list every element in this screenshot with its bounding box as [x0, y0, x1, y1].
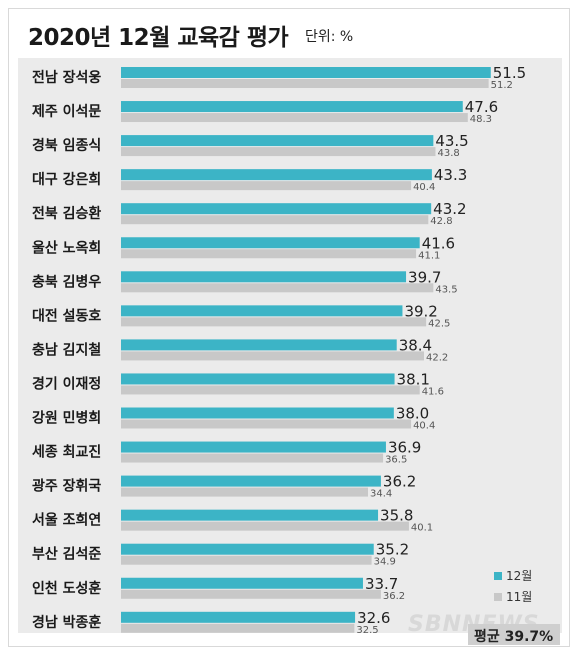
value-label-dec: 35.8 [380, 507, 413, 525]
value-label-nov: 48.3 [470, 114, 492, 125]
bar-nov [121, 79, 489, 88]
category-label: 울산 노옥희 [32, 239, 101, 256]
value-label-dec: 41.6 [422, 234, 455, 252]
value-label-nov: 41.1 [418, 250, 440, 261]
average-box [468, 624, 560, 645]
bar-dec [121, 339, 397, 351]
bar-nov [121, 317, 427, 327]
category-label: 강원 민병희 [32, 410, 101, 427]
bar-dec [121, 101, 463, 113]
bar-nov [121, 555, 372, 565]
value-label-dec: 38.1 [397, 370, 430, 388]
average-label: 평균 39.7% [474, 629, 554, 645]
bar-dec [121, 441, 386, 453]
value-label-nov: 41.6 [422, 386, 444, 397]
legend-swatch-dec [494, 572, 502, 580]
value-label-nov: 34.9 [374, 557, 396, 568]
value-label-nov: 40.1 [411, 523, 433, 534]
category-label: 제주 이석문 [32, 103, 101, 120]
value-label-dec: 38.4 [399, 336, 432, 354]
value-label-nov: 40.4 [413, 182, 435, 193]
value-label-dec: 47.6 [465, 98, 498, 116]
category-label: 부산 김석준 [32, 546, 101, 563]
value-label-dec: 35.2 [376, 541, 409, 559]
bar-dec [121, 611, 356, 623]
value-label-dec: 36.2 [383, 473, 416, 491]
category-label: 서울 조희연 [32, 512, 101, 529]
bar-dec [121, 271, 407, 283]
value-label-dec: 38.0 [396, 405, 429, 423]
category-label: 충북 김병우 [32, 273, 101, 290]
bar-dec [121, 237, 420, 249]
bar-nov [121, 453, 384, 463]
category-label: 경기 이재정 [32, 375, 101, 392]
value-label-nov: 43.8 [437, 148, 459, 159]
value-label-nov: 36.2 [383, 591, 405, 602]
value-label-dec: 43.2 [433, 200, 466, 218]
value-label-dec: 33.7 [365, 575, 398, 593]
unit-label: 단위: % [305, 29, 354, 45]
legend-label-nov: 11월 [506, 590, 532, 604]
value-label-dec: 51.5 [493, 64, 526, 82]
bar-dec [121, 305, 403, 317]
value-label-nov: 34.4 [370, 489, 392, 500]
bar-dec [121, 475, 381, 487]
category-label: 경북 임종식 [32, 137, 101, 154]
value-label-dec: 43.3 [434, 166, 467, 184]
value-label-dec: 39.2 [404, 302, 437, 320]
value-label-dec: 36.9 [388, 439, 421, 457]
bar-nov [121, 181, 412, 191]
bar-dec [121, 407, 394, 419]
bar-nov [121, 623, 355, 633]
bar-nov [121, 113, 468, 123]
value-label-nov: 43.5 [435, 284, 457, 295]
category-label: 경남 박종훈 [32, 614, 101, 631]
legend-swatch-nov [494, 593, 502, 601]
bar-nov [121, 589, 381, 599]
bar-dec [121, 577, 363, 589]
bar-dec [121, 543, 374, 555]
legend-label-dec: 12월 [506, 569, 532, 583]
bar-dec [121, 373, 395, 385]
bar-nov [121, 351, 424, 361]
category-label: 대구 강은희 [32, 171, 101, 188]
bar-dec [121, 203, 432, 215]
category-label: 충남 김지철 [32, 341, 101, 358]
value-label-nov: 40.4 [413, 421, 435, 432]
value-label-nov: 42.2 [426, 352, 448, 363]
value-label-dec: 43.5 [435, 132, 468, 150]
bar-dec [121, 169, 432, 181]
bar-nov [121, 521, 409, 531]
category-label: 전북 김승환 [32, 205, 101, 222]
category-label: 전남 장석웅 [32, 69, 101, 86]
value-label-dec: 32.6 [357, 609, 390, 627]
bar-nov [121, 385, 420, 395]
bar-dec [121, 509, 379, 521]
value-label-nov: 51.2 [491, 80, 513, 91]
bar-nov [121, 249, 417, 259]
category-label: 대전 설동호 [32, 307, 101, 324]
value-label-nov: 32.5 [356, 625, 378, 636]
bar-nov [121, 147, 436, 157]
category-label: 인천 도성훈 [32, 580, 101, 597]
bar-nov [121, 487, 368, 497]
category-label: 광주 장휘국 [32, 478, 101, 495]
chart-title: 2020년 12월 교육감 평가 [28, 25, 289, 51]
category-label: 세종 최교진 [32, 444, 101, 461]
bar-dec [121, 135, 434, 147]
bar-dec [121, 67, 491, 78]
bar-nov [121, 215, 429, 225]
value-label-nov: 36.5 [385, 455, 407, 466]
bar-nov [121, 419, 412, 429]
value-label-nov: 42.8 [430, 216, 452, 227]
value-label-dec: 39.7 [408, 268, 441, 286]
value-label-nov: 42.5 [428, 318, 450, 329]
bar-nov [121, 283, 434, 293]
